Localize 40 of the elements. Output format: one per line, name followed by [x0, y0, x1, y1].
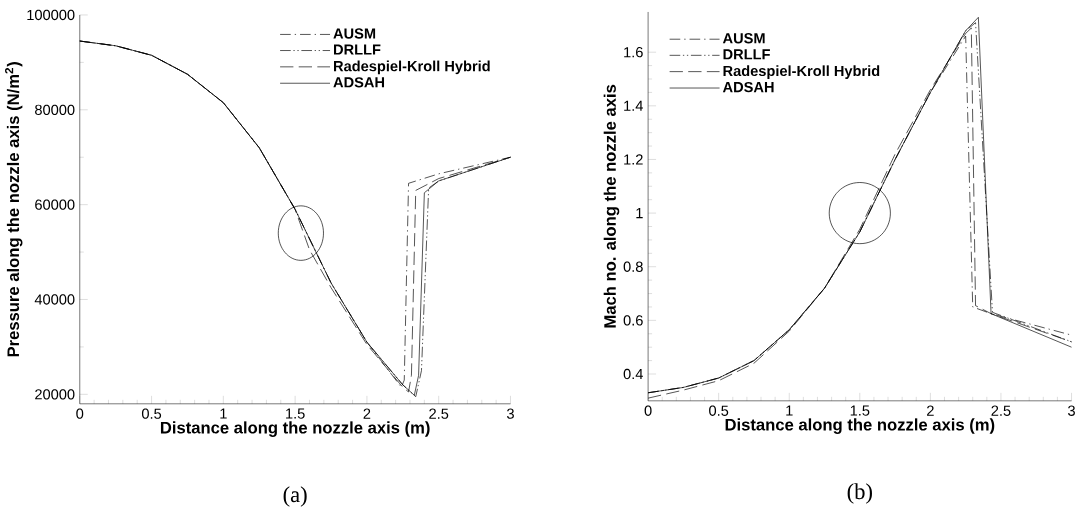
- text: (a): [283, 486, 307, 507]
- y-tick-label: 60000: [35, 199, 75, 210]
- y-tick-label: 100000: [27, 9, 75, 20]
- y-tick-label: 0.8: [623, 261, 643, 272]
- x-axis-title: Distance along the nozzle axis (m): [725, 418, 995, 434]
- x-tick-label: 3: [1068, 405, 1075, 416]
- x-tick-label: 1.5: [850, 405, 870, 416]
- x-tick-label: 0: [76, 408, 84, 419]
- x-tick-label: 1: [220, 408, 227, 419]
- legend-label: DRLLF: [723, 49, 770, 60]
- y-tick-label: 1.4: [624, 100, 643, 111]
- x-tick-label: 3: [506, 408, 514, 419]
- legend-label: Radespiel-Kroll Hybrid: [723, 65, 880, 79]
- legend-label: AUSM: [333, 28, 376, 39]
- legend-label: ADSAH: [722, 81, 774, 93]
- x-tick-label: 2: [927, 405, 934, 416]
- y-tick-label: 40000: [34, 294, 75, 305]
- legend-label: Radespiel-Kroll Hybrid: [334, 60, 490, 74]
- y-tick-label: 20000: [35, 388, 75, 400]
- y-tick-label: 0.6: [623, 314, 643, 326]
- legend-label: AUSM: [722, 32, 765, 44]
- x-tick-label: 2: [363, 408, 371, 419]
- x-tick-label: 0: [644, 405, 652, 416]
- x-tick-label: 2.5: [991, 405, 1011, 416]
- text: (b): [847, 483, 872, 504]
- x-tick-label: 2.5: [429, 408, 449, 419]
- y-tick-label: 1.2: [624, 154, 643, 165]
- y-tick-label: 1.6: [624, 46, 643, 58]
- legend-label: DRLLF: [334, 44, 381, 55]
- y-tick-label: 80000: [35, 104, 75, 115]
- x-tick-label: 0.5: [709, 405, 729, 416]
- x-tick-label: 1.5: [286, 408, 305, 419]
- y-axis-title: Mach no. along the nozzle axis: [603, 84, 620, 328]
- y-tick-label: 0.4: [623, 368, 643, 379]
- x-tick-label: 0.5: [141, 408, 162, 419]
- y-tick-label: 1: [636, 207, 643, 218]
- legend-label: ADSAH: [333, 76, 385, 88]
- y-axis-title: Pressure along the nozzle axis (N/m$^{2}$): [5, 61, 23, 357]
- x-tick-label: 1: [786, 405, 793, 416]
- x-axis-title: Distance along the nozzle axis (m): [160, 421, 430, 437]
